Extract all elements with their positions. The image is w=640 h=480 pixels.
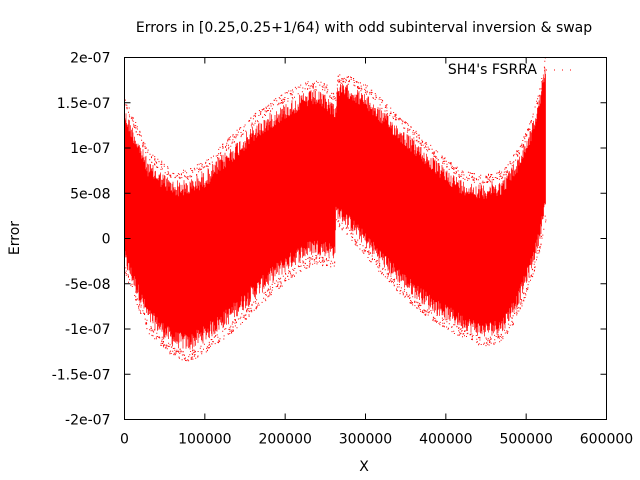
y-tick-label: 5e-08 xyxy=(70,186,110,202)
x-tick-label: 0 xyxy=(120,432,129,448)
x-tick-label: 200000 xyxy=(258,432,311,448)
y-tick-label: -1e-07 xyxy=(65,322,110,338)
y-tick-label: 2e-07 xyxy=(70,51,110,67)
x-tick-label: 100000 xyxy=(178,432,231,448)
x-tick-label: 400000 xyxy=(419,432,472,448)
y-tick-label: -1.5e-07 xyxy=(52,367,111,383)
chart-title: Errors in [0.25,0.25+1/64) with odd subi… xyxy=(136,20,592,36)
legend: SH4's FSRRA xyxy=(448,62,574,78)
legend-label-sh4-fsrra: SH4's FSRRA xyxy=(448,62,537,78)
y-tick-label: 1e-07 xyxy=(70,141,110,157)
x-tick-label: 500000 xyxy=(499,432,552,448)
y-tick-label: -5e-08 xyxy=(65,277,110,293)
x-tick-label: 600000 xyxy=(580,432,633,448)
data-points xyxy=(124,57,547,362)
y-axis-label: Error xyxy=(7,221,23,255)
y-tick-label: 1.5e-07 xyxy=(57,96,111,112)
axis-ticks: 0 100000 200000 300000 400000 500000 600000 -2e… xyxy=(52,51,634,448)
plot-frame xyxy=(124,57,607,420)
error-series-scatter-edge xyxy=(124,57,547,362)
y-tick-label: 0 xyxy=(102,232,111,248)
x-tick-label: 300000 xyxy=(339,432,392,448)
y-tick-label: -2e-07 xyxy=(65,413,110,429)
error-series-points xyxy=(124,68,546,350)
x-axis-label: X xyxy=(359,459,369,475)
